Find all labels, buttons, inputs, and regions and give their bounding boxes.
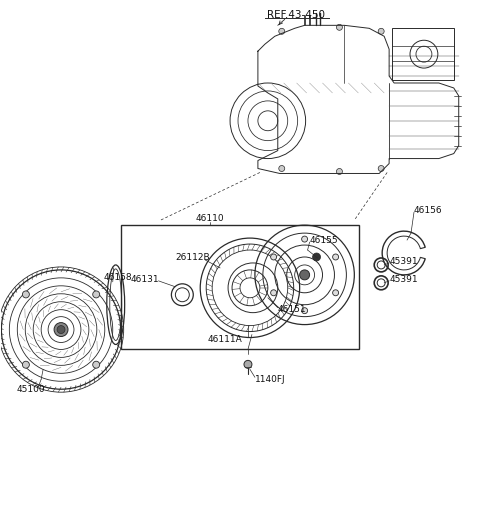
Text: 46110: 46110 <box>196 214 225 223</box>
Text: 26112B: 26112B <box>175 253 210 263</box>
Circle shape <box>57 326 65 334</box>
Circle shape <box>93 361 100 368</box>
Text: 46131: 46131 <box>131 275 159 284</box>
Text: 1140FJ: 1140FJ <box>255 375 286 384</box>
Text: 45391: 45391 <box>389 275 418 284</box>
Text: 45100: 45100 <box>16 385 45 394</box>
Circle shape <box>301 236 308 242</box>
Text: 46111A: 46111A <box>208 335 242 344</box>
Circle shape <box>271 254 276 260</box>
Circle shape <box>300 270 310 280</box>
Circle shape <box>244 360 252 368</box>
Text: 46151: 46151 <box>278 305 306 314</box>
Text: 45391: 45391 <box>389 258 418 267</box>
Circle shape <box>279 166 285 172</box>
Text: 46155: 46155 <box>310 236 338 244</box>
Circle shape <box>312 253 321 261</box>
Circle shape <box>93 291 100 298</box>
Circle shape <box>333 254 338 260</box>
Circle shape <box>378 28 384 34</box>
Circle shape <box>23 291 29 298</box>
Circle shape <box>54 323 68 336</box>
Circle shape <box>378 166 384 172</box>
Circle shape <box>301 308 308 313</box>
Text: 46156: 46156 <box>414 206 443 215</box>
Text: REF.43-450: REF.43-450 <box>267 10 325 20</box>
Circle shape <box>279 28 285 34</box>
Circle shape <box>336 24 342 30</box>
Circle shape <box>23 361 29 368</box>
Circle shape <box>336 169 342 174</box>
Circle shape <box>271 290 276 296</box>
Bar <box>392 28 454 80</box>
Text: 46158: 46158 <box>104 273 132 282</box>
Bar <box>120 225 360 350</box>
Circle shape <box>333 290 338 296</box>
